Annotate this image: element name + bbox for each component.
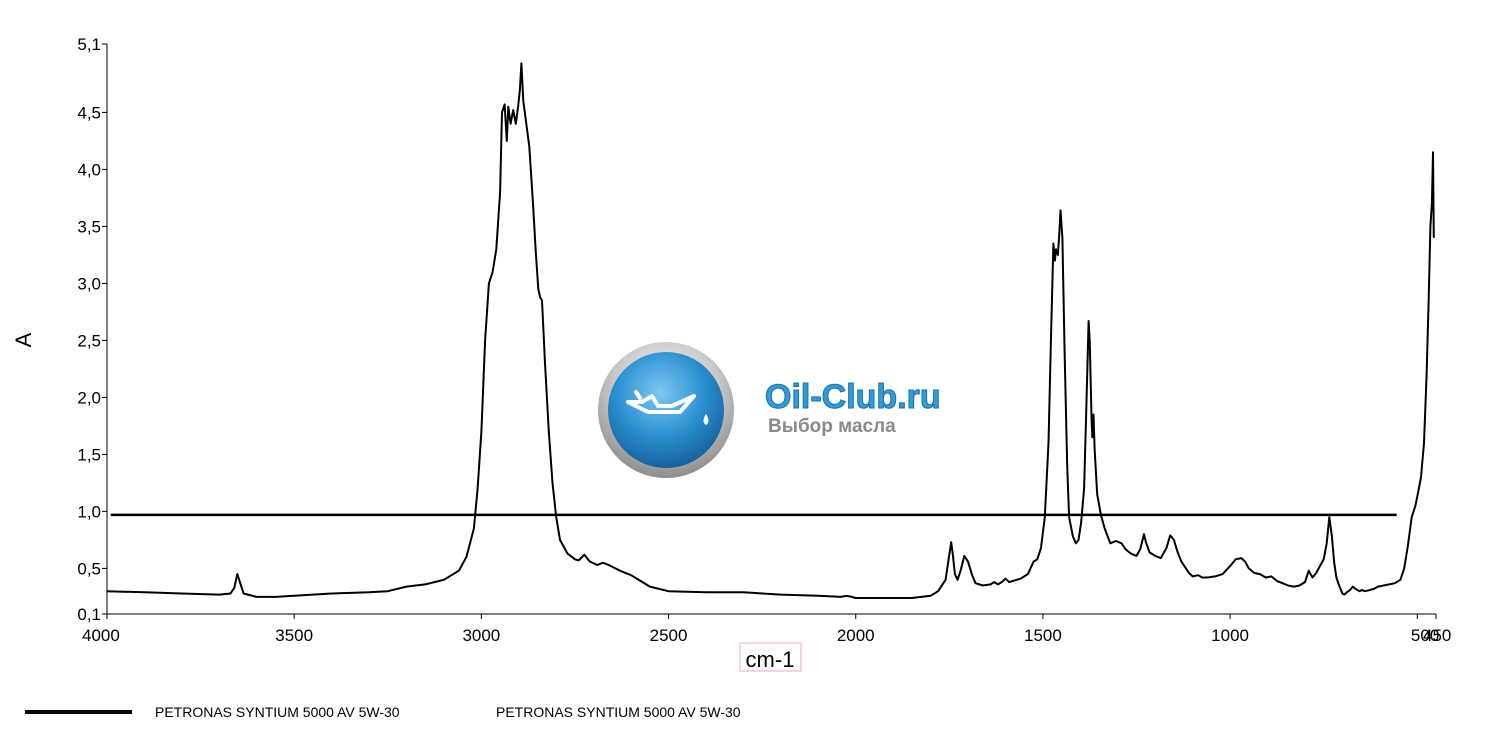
y-tick-label: 4,0 bbox=[77, 160, 101, 179]
legend: PETRONAS SYNTIUM 5000 AV 5W-30 PETRONAS … bbox=[25, 704, 741, 720]
watermark-title: Oil-Club.ru bbox=[765, 378, 941, 416]
y-tick-label: 4,5 bbox=[77, 103, 101, 122]
oil-drop-icon bbox=[703, 414, 709, 425]
x-tick-label: 450 bbox=[1423, 626, 1451, 645]
x-axis-title: cm-1 bbox=[746, 647, 795, 672]
y-tick-label: 0,1 bbox=[77, 605, 101, 624]
y-ticks: 0,1 0,5 1,0 1,5 2,0 2,5 3,0 3,5 4,0 4,5 5,1 bbox=[77, 35, 107, 624]
x-tick-label: 2000 bbox=[837, 626, 875, 645]
y-tick-label: 1,0 bbox=[77, 502, 101, 521]
x-tick-label: 2500 bbox=[650, 626, 688, 645]
series-line bbox=[106, 62, 1435, 599]
x-tick-label: 3500 bbox=[275, 626, 313, 645]
y-axis-title: A bbox=[11, 332, 36, 347]
oil-can-icon bbox=[626, 390, 696, 414]
y-tick-label: 2,0 bbox=[77, 388, 101, 407]
y-tick-label: 3,0 bbox=[77, 274, 101, 293]
y-tick-label: 2,5 bbox=[77, 331, 101, 350]
legend-entry-2: PETRONAS SYNTIUM 5000 AV 5W-30 bbox=[496, 704, 741, 720]
y-tick-label: 3,5 bbox=[77, 217, 101, 236]
x-tick-label: 1000 bbox=[1211, 626, 1249, 645]
y-tick-label: 5,1 bbox=[77, 35, 101, 54]
watermark-subtitle: Выбор масла bbox=[768, 416, 896, 437]
x-tick-label: 4000 bbox=[82, 626, 120, 645]
x-tick-label: 1500 bbox=[1024, 626, 1062, 645]
watermark-logo: Oil-Club.ru Выбор масла bbox=[598, 342, 941, 478]
y-tick-label: 1,5 bbox=[77, 445, 101, 464]
x-tick-label: 3000 bbox=[462, 626, 500, 645]
x-tick-label: 500 bbox=[1411, 626, 1439, 645]
x-axis-title-frame bbox=[739, 642, 802, 672]
y-tick-label: 0,5 bbox=[77, 559, 101, 578]
legend-entry-1: PETRONAS SYNTIUM 5000 AV 5W-30 bbox=[155, 704, 400, 720]
